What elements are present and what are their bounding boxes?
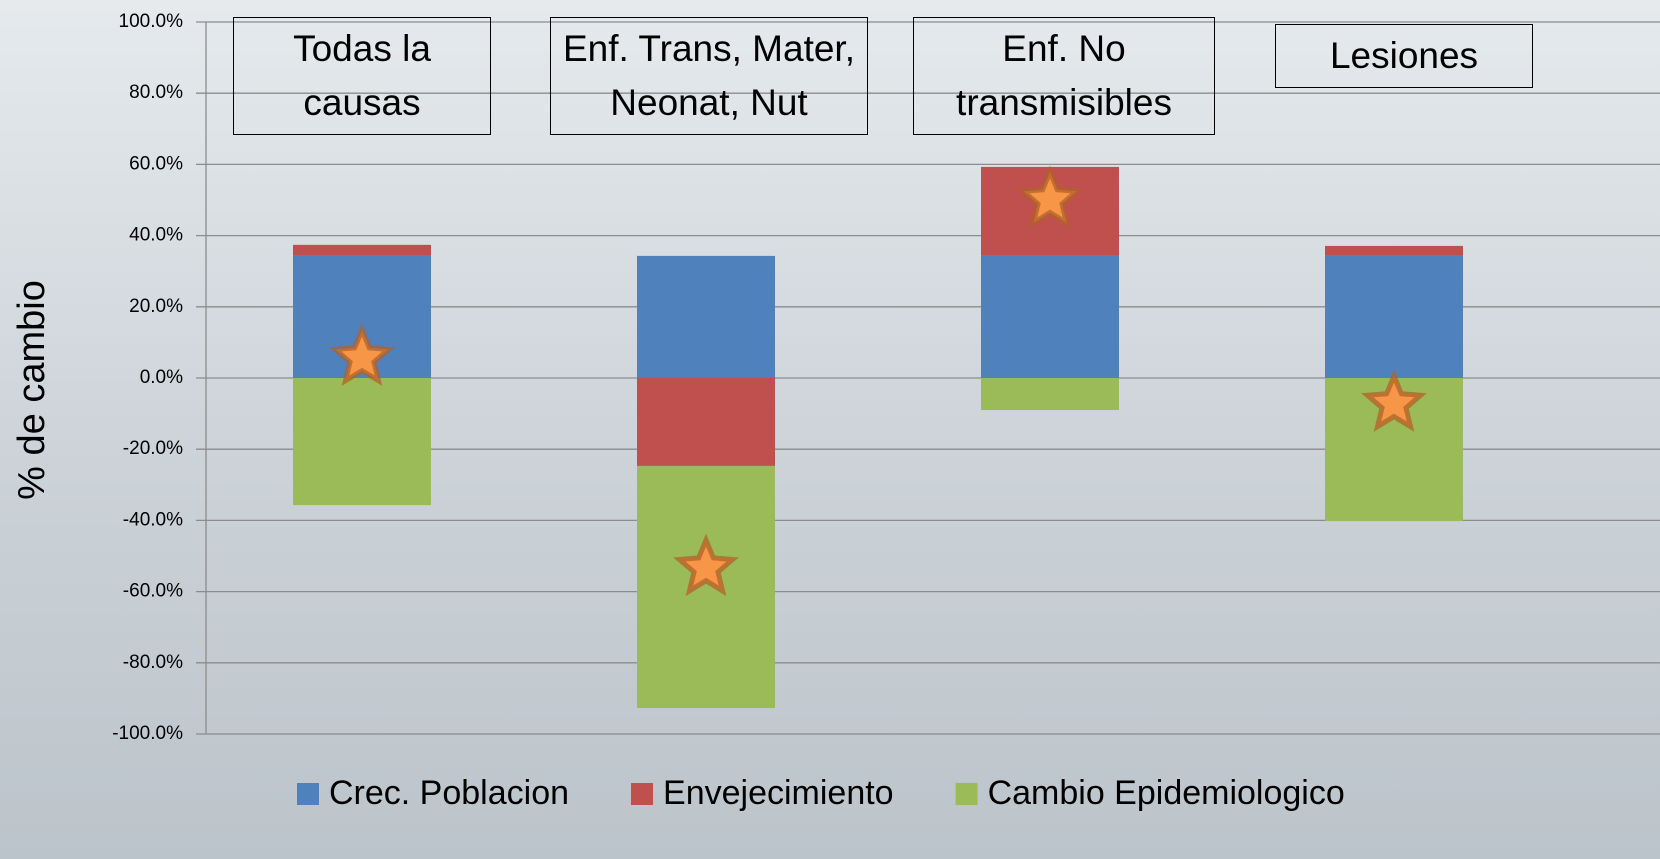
bar-segment [637, 378, 775, 466]
y-tick-label: 100.0% [119, 11, 184, 32]
category-label: Enf. Trans, Mater, Neonat, Nut [550, 17, 868, 135]
y-tick-label: 60.0% [129, 153, 183, 174]
legend-swatch [631, 783, 654, 805]
legend-label: Cambio Epidemiologico [988, 774, 1345, 812]
y-tick-label: 40.0% [129, 225, 183, 246]
y-tick-label: -40.0% [123, 509, 183, 530]
category-label: Enf. No transmisibles [913, 17, 1215, 135]
star-marker [1017, 165, 1083, 228]
y-tick-label: -60.0% [123, 581, 183, 602]
y-tick-label: -100.0% [112, 723, 183, 744]
bar-segment [981, 378, 1119, 411]
bar-segment [637, 255, 775, 378]
star-marker [1361, 369, 1427, 432]
legend-swatch [297, 783, 319, 805]
bar-segment [293, 378, 431, 506]
bar-segment [293, 244, 431, 256]
bar-segment [1325, 255, 1463, 378]
y-tick-label: 20.0% [129, 296, 183, 317]
legend-label: Envejecimiento [663, 774, 894, 812]
star-marker [329, 323, 395, 386]
star-marker [673, 533, 739, 597]
y-tick-label: -80.0% [123, 652, 183, 673]
category-label: Lesiones [1275, 24, 1533, 88]
bar-segment [981, 255, 1119, 378]
bar-segment [637, 465, 775, 709]
bar-segment [1325, 245, 1463, 256]
category-label: Todas la causas [233, 17, 491, 135]
y-axis-label: % de cambio [11, 280, 53, 500]
y-tick-label: 0.0% [140, 367, 183, 388]
legend-label: Crec. Poblacion [329, 774, 569, 812]
y-tick-label: -20.0% [123, 438, 183, 459]
legend-swatch [955, 783, 978, 805]
y-tick-label: 80.0% [129, 82, 183, 103]
